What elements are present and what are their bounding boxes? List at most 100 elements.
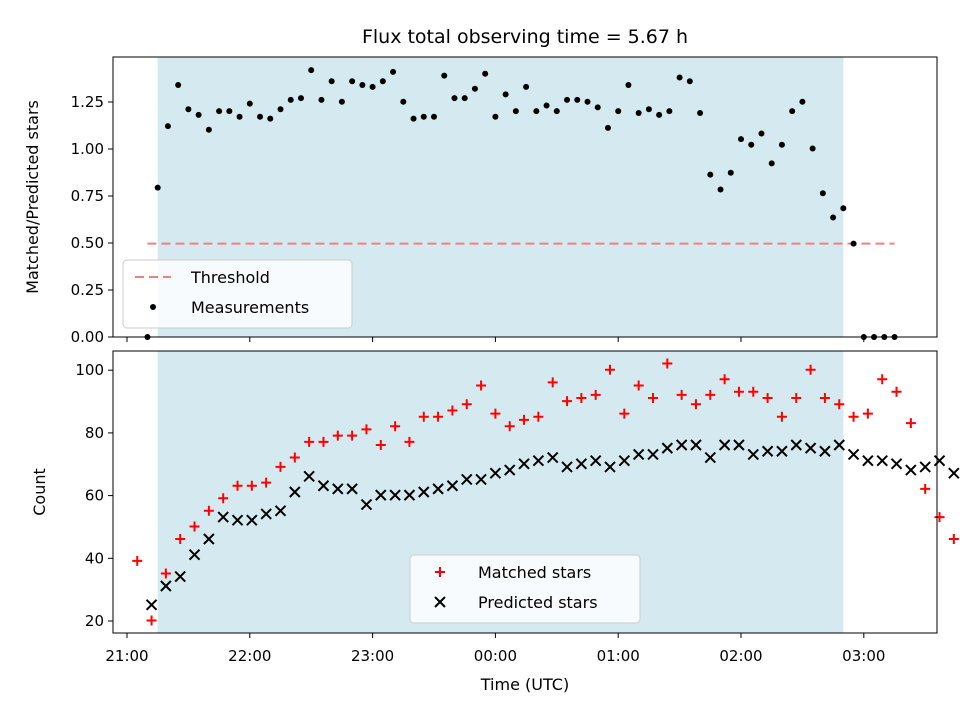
data-point <box>576 393 587 403</box>
data-point <box>174 570 186 583</box>
data-point <box>461 95 468 102</box>
data-point <box>532 454 545 467</box>
series-matched-stars <box>132 358 959 626</box>
data-point <box>433 411 444 422</box>
data-point <box>175 82 182 88</box>
axes-frame <box>112 350 938 634</box>
data-point <box>502 91 509 98</box>
legend-box <box>122 259 353 329</box>
data-point <box>656 111 663 118</box>
data-point <box>160 568 171 579</box>
data-point <box>289 486 301 498</box>
y-tick-label: 0.00 <box>71 328 104 346</box>
data-point <box>662 358 673 369</box>
data-point <box>185 106 192 113</box>
data-point <box>661 442 674 454</box>
series-predicted-stars <box>145 439 960 611</box>
data-point <box>862 454 874 467</box>
data-point <box>418 486 430 498</box>
data-point <box>160 580 172 592</box>
data-point <box>132 555 143 566</box>
data-point <box>748 141 755 148</box>
data-point <box>666 108 673 115</box>
data-point <box>615 108 622 115</box>
legend-label: Threshold <box>190 268 270 287</box>
legend-marker <box>435 567 445 577</box>
data-point <box>905 418 916 429</box>
data-point <box>635 110 642 116</box>
data-point <box>840 205 847 212</box>
data-point <box>492 113 499 120</box>
data-point <box>574 96 581 103</box>
data-point <box>447 405 458 416</box>
data-point <box>451 95 458 102</box>
data-point <box>533 108 540 115</box>
data-point <box>217 511 229 523</box>
data-point <box>809 145 816 152</box>
data-point <box>418 411 429 422</box>
data-point <box>776 411 787 422</box>
data-point <box>675 439 688 451</box>
data-point <box>154 184 161 191</box>
data-point <box>589 454 602 467</box>
data-point <box>389 489 401 501</box>
data-point <box>361 424 372 435</box>
data-point <box>518 458 530 470</box>
data-point <box>704 451 717 464</box>
series-measurements <box>144 67 898 340</box>
data-point <box>504 421 515 432</box>
chart-title: Flux total observing time = 5.67 h <box>362 26 688 48</box>
data-point <box>308 67 315 74</box>
y-tick-label: 100 <box>75 361 104 379</box>
data-point <box>332 483 344 495</box>
data-point <box>862 408 873 419</box>
data-point <box>461 399 472 410</box>
data-point <box>933 454 946 467</box>
y-tick-label: 1.25 <box>71 93 104 111</box>
data-point <box>791 393 802 403</box>
data-point <box>431 113 437 120</box>
data-point <box>347 430 358 441</box>
data-point <box>948 467 960 479</box>
data-point <box>768 160 775 167</box>
data-point <box>175 534 186 544</box>
data-point <box>490 408 501 419</box>
count-panel: 20 40 60 80 100 21:00 22:00 23:00 00:00 01:00 02:0… <box>30 350 960 665</box>
x-tick-label: 03:00 <box>842 647 885 665</box>
data-point <box>547 377 558 388</box>
data-point <box>146 615 157 626</box>
data-point <box>625 82 632 88</box>
data-point <box>618 454 631 467</box>
data-point <box>584 98 591 105</box>
data-point <box>400 98 407 105</box>
y-tick-label: 60 <box>85 487 104 505</box>
data-point <box>850 240 857 247</box>
data-point <box>934 512 945 523</box>
x-tick-label: 02:00 <box>719 647 762 665</box>
data-point <box>848 411 859 422</box>
data-point <box>553 108 560 115</box>
data-point <box>318 436 329 447</box>
data-point <box>188 548 201 561</box>
data-point <box>246 480 257 491</box>
legend-label: Measurements <box>191 298 309 317</box>
data-point <box>676 74 683 81</box>
data-point <box>246 514 258 526</box>
data-point <box>519 414 530 425</box>
data-point <box>876 454 888 467</box>
data-point <box>594 104 601 111</box>
legend-label: Matched stars <box>478 563 591 582</box>
data-point <box>830 214 837 221</box>
data-point <box>790 439 802 451</box>
data-point <box>277 106 284 113</box>
data-point <box>890 458 903 470</box>
data-point <box>195 111 202 118</box>
data-point <box>847 448 860 461</box>
data-point <box>297 95 304 102</box>
data-point <box>761 445 774 457</box>
data-point <box>647 448 659 461</box>
data-point <box>604 124 611 131</box>
data-point <box>619 408 630 419</box>
data-point <box>891 386 902 397</box>
